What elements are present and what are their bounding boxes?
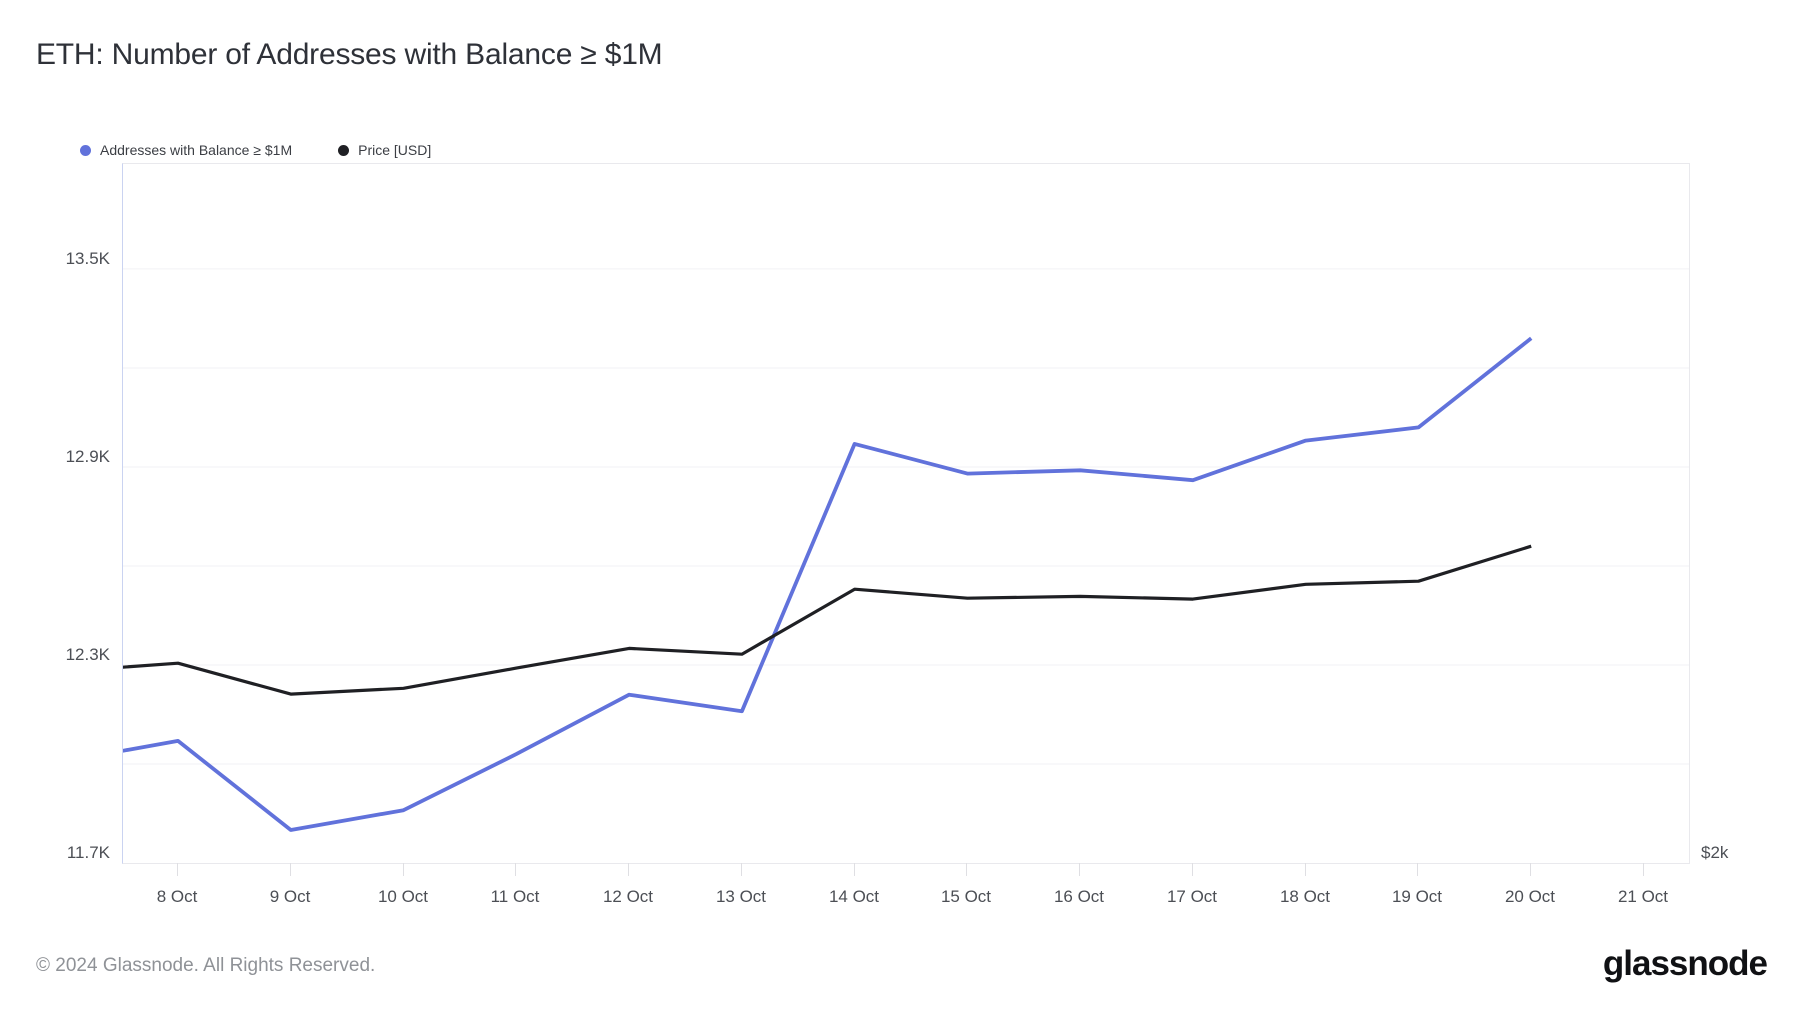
x-axis-tick-label: 18 Oct <box>1279 887 1331 906</box>
x-axis-tick-mark <box>741 863 742 876</box>
x-axis-tick-mark <box>628 863 629 876</box>
x-axis-tick-label: 20 Oct <box>1504 887 1556 906</box>
page-title: ETH: Number of Addresses with Balance ≥ … <box>36 38 663 71</box>
x-axis-tick-label: 14 Oct <box>828 887 880 906</box>
legend-item-price[interactable]: Price [USD] <box>338 142 431 158</box>
x-axis-tick-label: 21 Oct <box>1617 887 1669 906</box>
x-axis-tick-mark <box>177 863 178 876</box>
x-axis-tick-label: 16 Oct <box>1053 887 1105 906</box>
legend-label-addresses: Addresses with Balance ≥ $1M <box>100 142 293 158</box>
x-axis-tick-label: 15 Oct <box>940 887 992 906</box>
x-axis-tick-mark <box>1417 863 1418 876</box>
legend-label-price: Price [USD] <box>358 142 432 158</box>
price-series-line <box>123 544 1532 696</box>
x-axis-tick-mark <box>1079 863 1080 876</box>
legend-item-addresses[interactable]: Addresses with Balance ≥ $1M <box>80 142 292 158</box>
glassnode-logo: glassnode <box>1602 944 1768 983</box>
x-axis-tick-label: 8 Oct <box>156 887 198 906</box>
x-axis-tick-label: 10 Oct <box>377 887 429 906</box>
x-axis-tick-mark <box>515 863 516 876</box>
x-axis-tick-mark <box>403 863 404 876</box>
x-axis-tick-mark <box>854 863 855 876</box>
addresses-series-line <box>123 336 1533 832</box>
x-axis-tick-mark <box>1530 863 1531 876</box>
chart-plot-area[interactable] <box>122 163 1690 864</box>
x-axis-tick-label: 17 Oct <box>1166 887 1218 906</box>
legend-marker-icon <box>338 144 350 156</box>
x-axis-tick-label: 11 Oct <box>490 887 540 906</box>
x-axis-tick-mark <box>290 863 291 876</box>
legend-marker-icon <box>80 144 91 156</box>
copyright-text: © 2024 Glassnode. All Rights Reserved. <box>36 955 376 976</box>
x-axis-tick-mark <box>1643 863 1644 876</box>
x-axis-tick-label: 9 Oct <box>269 887 311 906</box>
x-axis-tick-mark <box>966 863 967 876</box>
x-axis-tick-mark <box>1305 863 1306 876</box>
y-axis-tick-label: 13.5K <box>65 249 110 268</box>
y-axis-tick-label: 12.9K <box>65 447 110 466</box>
y-axis-tick-label: 12.3K <box>65 645 110 664</box>
x-axis-tick-label: 12 Oct <box>602 887 654 906</box>
x-axis-tick-label: 13 Oct <box>715 887 767 906</box>
x-axis-tick-mark <box>1192 863 1193 876</box>
x-axis-tick-label: 19 Oct <box>1391 887 1443 906</box>
chart-legend: Addresses with Balance ≥ $1M Price [USD] <box>80 142 431 158</box>
y-axis-tick-label: 11.7K <box>66 843 110 862</box>
chart-canvas[interactable] <box>123 164 1689 863</box>
y-axis-right-label: $2k <box>1701 843 1729 862</box>
